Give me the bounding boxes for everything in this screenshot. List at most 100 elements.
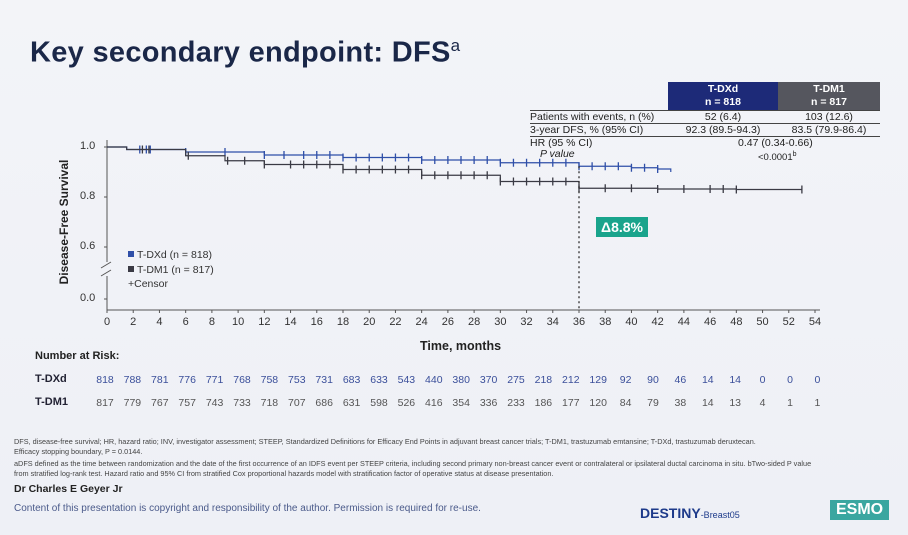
risk-value: 14 <box>701 374 714 386</box>
footnote: Efficacy stopping boundary, P = 0.0144. <box>14 447 143 456</box>
x-tick-label: 50 <box>756 316 769 328</box>
destiny-logo: DESTINY-Breast05 <box>640 505 740 521</box>
presenter-name: Dr Charles E Geyer Jr <box>14 483 123 495</box>
col-n: n = 818 <box>705 96 741 108</box>
x-tick-label: 16 <box>310 316 323 328</box>
risk-value: 4 <box>759 397 766 409</box>
footnote: DFS, disease-free survival; HR, hazard r… <box>14 437 756 446</box>
risk-value: 212 <box>562 374 580 386</box>
risk-value: 354 <box>452 397 470 409</box>
y-tick-label: 1.0 <box>80 140 96 152</box>
risk-value: 771 <box>205 374 224 386</box>
x-tick-label: 52 <box>782 316 795 328</box>
risk-value: 79 <box>647 397 659 409</box>
risk-value: 683 <box>342 374 361 386</box>
y-tick-label: 0.8 <box>80 190 96 202</box>
x-tick-label: 12 <box>258 316 271 328</box>
y-tick-label: 0.6 <box>80 240 96 252</box>
risk-value: 440 <box>425 374 443 386</box>
copyright-notice: Content of this presentation is copyrigh… <box>14 503 481 514</box>
risk-value: 186 <box>534 397 553 409</box>
x-tick-label: 0 <box>103 316 111 328</box>
risk-value: 707 <box>288 397 306 409</box>
risk-value: 788 <box>123 374 142 386</box>
risk-value: 757 <box>178 397 196 409</box>
risk-value: 598 <box>370 397 388 409</box>
risk-value: 46 <box>674 374 687 386</box>
footnote: aDFS defined as the time between randomi… <box>14 459 812 468</box>
y-tick-label: 0.0 <box>80 292 96 304</box>
risk-value: 416 <box>425 397 443 409</box>
risk-value: 733 <box>233 397 251 409</box>
risk-value: 818 <box>96 374 114 386</box>
slide-title: Key secondary endpoint: DFSa <box>30 36 460 70</box>
x-tick-label: 46 <box>703 316 717 328</box>
risk-value: 0 <box>787 374 793 386</box>
risk-value: 1 <box>814 397 821 409</box>
risk-row-label: T-DXd <box>35 373 67 385</box>
destiny-suffix: -Breast05 <box>700 510 740 520</box>
col-name: T-DM1 <box>813 83 845 95</box>
title-superscript: a <box>450 36 461 55</box>
risk-value: 779 <box>123 397 142 409</box>
col-n: n = 817 <box>811 96 847 108</box>
risk-value: 14 <box>701 397 714 409</box>
risk-value: 631 <box>342 397 361 409</box>
x-tick-label: 4 <box>156 316 163 328</box>
risk-value: 84 <box>619 397 632 409</box>
x-tick-label: 48 <box>730 316 743 328</box>
footnote: from stratified log-rank test. Hazard ra… <box>14 469 554 478</box>
x-tick-label: 14 <box>284 316 297 328</box>
x-tick-label: 18 <box>336 316 350 328</box>
x-tick-label: 6 <box>182 316 189 328</box>
destiny-text: DESTINY <box>640 505 701 521</box>
x-tick-label: 8 <box>208 316 215 328</box>
title-text: Key secondary endpoint: DFS <box>30 36 451 69</box>
risk-value: 38 <box>674 397 687 409</box>
legend-t-dm1: T-DM1 (n = 817) <box>128 264 214 276</box>
km-chart <box>100 140 820 313</box>
x-tick-label: 32 <box>520 316 533 328</box>
cell-hr: 0.47 (0.34-0.66) <box>738 137 813 149</box>
x-tick-label: 34 <box>546 316 559 328</box>
risk-value: 718 <box>260 397 279 409</box>
risk-value: 1 <box>787 397 793 409</box>
risk-value: 0 <box>814 374 821 386</box>
km-curve-t-dm1 <box>107 146 802 191</box>
cell-t-dxd: 92.3 (89.5-94.3) <box>685 124 761 136</box>
x-tick-label: 24 <box>415 316 428 328</box>
km-curve-t-dxd <box>107 146 672 172</box>
x-tick-label: 22 <box>389 316 402 328</box>
row-label: Patients with events, n (%) <box>530 111 655 123</box>
risk-value: 731 <box>315 374 333 386</box>
risk-value: 753 <box>288 374 306 386</box>
cell-p-value: <0.0001b <box>758 151 797 163</box>
table-divider <box>530 136 880 137</box>
legend-text: T-DM1 (n = 817) <box>137 264 214 276</box>
table-divider <box>530 110 880 111</box>
x-tick-label: 30 <box>494 316 507 328</box>
x-tick-label: 20 <box>363 316 376 328</box>
x-tick-label: 42 <box>651 316 664 328</box>
y-axis-label: Disease-Free Survival <box>57 159 71 285</box>
risk-value: 370 <box>479 374 498 386</box>
cell-t-dxd: 52 (6.4) <box>704 111 742 123</box>
risk-value: 129 <box>589 374 607 386</box>
risk-row-label: T-DM1 <box>35 396 68 408</box>
risk-value: 817 <box>96 397 114 409</box>
risk-value: 768 <box>233 374 251 386</box>
x-tick-label: 26 <box>441 316 454 328</box>
p-value-sup: b <box>792 151 797 158</box>
risk-value: 380 <box>452 374 470 386</box>
row-label: HR (95 % CI) <box>530 137 593 149</box>
risk-value: 233 <box>507 397 525 409</box>
x-tick-label: 36 <box>572 316 586 328</box>
x-tick-label: 38 <box>599 316 612 328</box>
risk-table-title: Number at Risk: <box>35 350 120 362</box>
axis-break-mark <box>100 261 112 269</box>
risk-value: 543 <box>397 374 416 386</box>
risk-value: 686 <box>315 397 333 409</box>
risk-value: 218 <box>534 374 553 386</box>
risk-value: 758 <box>260 374 279 386</box>
legend-text: T-DXd (n = 818) <box>137 249 212 261</box>
